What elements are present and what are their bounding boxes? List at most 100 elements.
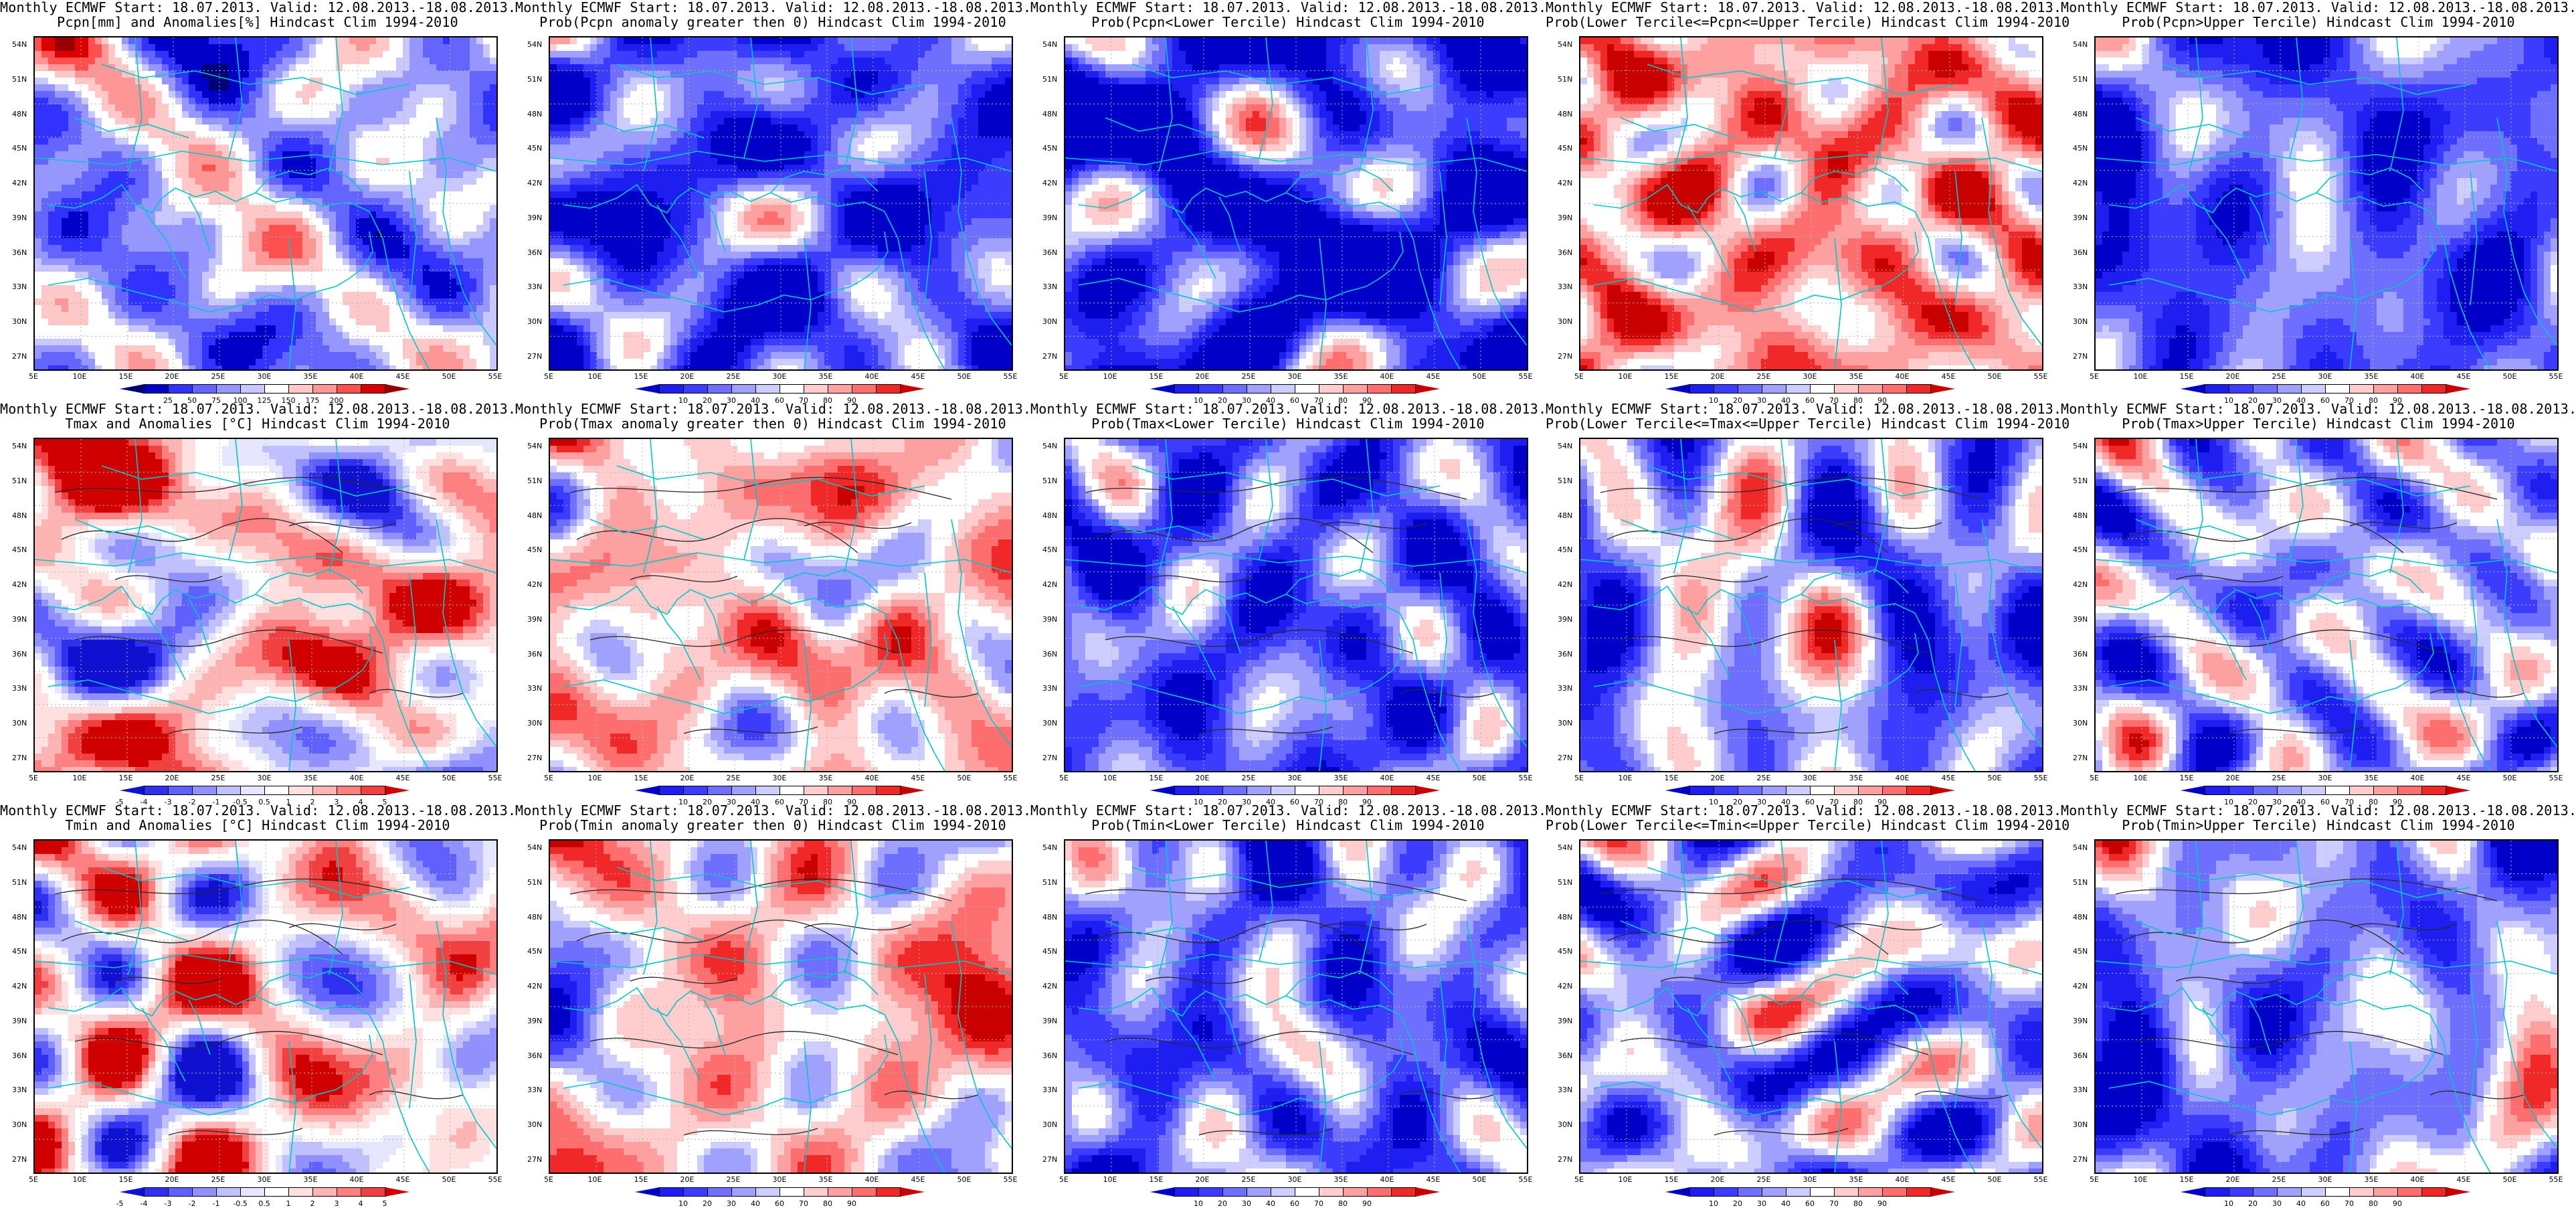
colorbar-swatch — [852, 1187, 877, 1197]
colorbar-swatch — [192, 1187, 217, 1197]
panel-title-line1: Monthly ECMWF Start: 18.07.2013. Valid: … — [1030, 803, 1546, 818]
colorbar-swatch — [312, 786, 337, 795]
lat-tick-label: 27N — [527, 754, 542, 762]
colorbar-swatch — [2397, 786, 2422, 795]
lon-tick-label: 15E — [1149, 1175, 1164, 1184]
map-svg — [1580, 37, 2042, 369]
colorbar-swatch — [1930, 786, 1955, 795]
lon-tick-label: 40E — [1896, 372, 1910, 381]
lon-tick-label: 40E — [2411, 774, 2425, 782]
colorbar-swatch — [1271, 786, 1295, 795]
colorbar-swatch — [1198, 1187, 1223, 1197]
colorbar-swatch — [312, 1187, 337, 1197]
lat-tick-label: 48N — [2073, 110, 2088, 118]
lat-tick-label: 39N — [12, 213, 27, 222]
lon-tick-label: 55E — [1519, 774, 1533, 782]
lat-tick-label: 54N — [12, 442, 27, 450]
map-area — [2094, 438, 2559, 772]
colorbar-swatch — [264, 384, 289, 394]
lon-tick-label: 50E — [1473, 774, 1487, 782]
lon-tick-label: 20E — [1711, 372, 1725, 381]
lat-tick-label: 33N — [527, 282, 542, 291]
map-svg — [2096, 841, 2557, 1173]
lon-tick-label: 40E — [865, 372, 879, 381]
colorbar-swatch — [2349, 786, 2374, 795]
colorbar-swatch — [2181, 384, 2205, 394]
colorbar-swatch — [1882, 384, 1907, 394]
lat-tick-label: 36N — [2073, 1051, 2088, 1060]
lat-tick-label: 42N — [527, 580, 542, 589]
colorbar-tick-label: 60 — [2320, 1199, 2330, 1208]
map-area — [549, 839, 1013, 1174]
lat-tick-label: 39N — [1042, 213, 1057, 222]
colorbar-swatch — [216, 384, 241, 394]
lon-tick-label: 5E — [1059, 774, 1069, 782]
colorbar-swatch — [1150, 384, 1175, 394]
lat-tick-label: 30N — [1558, 1120, 1572, 1129]
colorbar-swatch — [2325, 384, 2350, 394]
colorbar-swatch — [120, 1187, 145, 1197]
lon-tick-label: 25E — [2272, 774, 2286, 782]
lon-tick-label: 55E — [1004, 372, 1018, 381]
lat-tick-label: 33N — [527, 1086, 542, 1094]
lon-tick-label: 25E — [727, 372, 741, 381]
colorbar-swatch — [1415, 786, 1440, 795]
map-panel: Monthly ECMWF Start: 18.07.2013. Valid: … — [1030, 0, 1546, 402]
lat-tick-label: 39N — [527, 1017, 542, 1025]
colorbar-tick-label: -1 — [213, 1199, 220, 1208]
colorbar-swatch — [731, 384, 756, 394]
lat-tick-label: 33N — [1558, 282, 1572, 291]
lon-tick-label: 50E — [1473, 1175, 1487, 1184]
lat-tick-label: 30N — [1558, 317, 1572, 326]
lat-tick-label: 42N — [527, 179, 542, 187]
lon-tick-label: 10E — [588, 1175, 602, 1184]
lon-tick-label: 5E — [1574, 774, 1584, 782]
lat-tick-label: 39N — [2073, 1017, 2088, 1025]
colorbar-swatch — [1247, 786, 1271, 795]
lon-tick-label: 40E — [865, 774, 879, 782]
colorbar-swatch — [361, 786, 385, 795]
panel-title-line2: Tmin and Anomalies [°C] Hindcast Clim 19… — [0, 818, 515, 833]
lat-tick-label: 36N — [12, 650, 27, 659]
colorbar-swatch — [1858, 384, 1883, 394]
lon-tick-label: 25E — [1757, 1175, 1771, 1184]
lon-tick-label: 45E — [1427, 1175, 1441, 1184]
lon-tick-label: 50E — [957, 372, 972, 381]
lon-tick-label: 35E — [819, 372, 833, 381]
lon-tick-label: 5E — [29, 372, 38, 381]
colorbar-swatch — [337, 786, 361, 795]
colorbar-swatch — [1415, 1187, 1440, 1197]
colorbar-swatch — [1762, 1187, 1786, 1197]
colorbar-swatch — [2446, 1187, 2470, 1197]
colorbar-tick-label: 30 — [1242, 1199, 1251, 1208]
colorbar-swatch — [1810, 1187, 1835, 1197]
lon-tick-label: 20E — [2226, 1175, 2240, 1184]
colorbar-swatch — [2181, 786, 2205, 795]
lon-tick-label: 25E — [1757, 774, 1771, 782]
colorbar-swatch — [1762, 384, 1786, 394]
lat-tick-label: 51N — [1558, 477, 1572, 485]
panel-title-line2: Prob(Tmin>Upper Tercile) Hindcast Clim 1… — [2061, 818, 2576, 833]
colorbar-tick-label: 10 — [1194, 1199, 1203, 1208]
colorbar-swatch — [852, 384, 877, 394]
colorbar-swatch — [240, 786, 265, 795]
colorbar-tick-label: 10 — [1709, 1199, 1718, 1208]
colorbar-swatch — [1174, 1187, 1199, 1197]
lat-tick-label: 39N — [2073, 615, 2088, 624]
lon-tick-label: 25E — [211, 372, 225, 381]
lon-tick-label: 30E — [1803, 1175, 1817, 1184]
colorbar-tick-label: 30 — [1757, 1199, 1766, 1208]
lat-tick-label: 36N — [527, 650, 542, 659]
lon-tick-label: 25E — [2272, 372, 2286, 381]
lon-tick-label: 20E — [680, 1175, 695, 1184]
colorbar-swatch — [264, 786, 289, 795]
colorbar-tick-label: 70 — [799, 1199, 808, 1208]
colorbar-swatch — [1319, 1187, 1344, 1197]
map-panel: Monthly ECMWF Start: 18.07.2013. Valid: … — [2061, 0, 2576, 402]
lat-tick-label: 36N — [1558, 1051, 1572, 1060]
colorbar-swatch — [168, 384, 193, 394]
panel-title-line2: Prob(Tmax>Upper Tercile) Hindcast Clim 1… — [2061, 416, 2576, 431]
colorbar-tick-label: 70 — [2344, 1199, 2354, 1208]
